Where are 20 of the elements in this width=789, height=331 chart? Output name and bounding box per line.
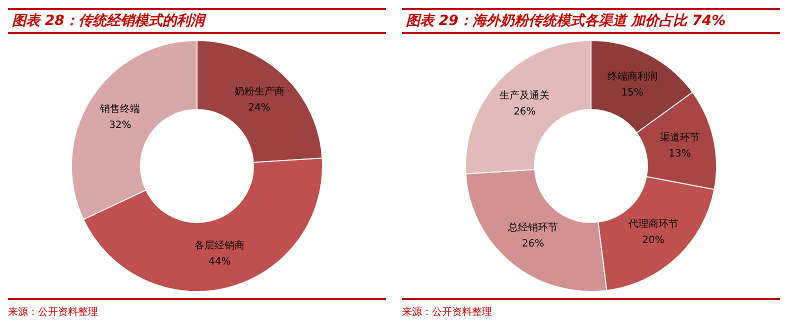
source-note: 来源：公开资料整理: [402, 306, 493, 319]
slice-label: 销售终端: [99, 102, 140, 115]
slice-label: 代理商环节: [627, 218, 678, 230]
data-label: 44%: [208, 256, 231, 268]
data-label: 24%: [248, 102, 270, 114]
data-label: 20%: [642, 234, 664, 246]
slice-label: 总经销环节: [507, 222, 558, 234]
slice-label: 渠道环节: [660, 132, 700, 144]
slice-label: 各层经销商: [194, 240, 245, 252]
chart-title: 图表 28：传统经销模式的利润: [8, 8, 386, 34]
slice-label: 终端商利润: [607, 70, 658, 83]
source-note: 来源：公开资料整理: [8, 306, 99, 319]
data-label: 32%: [109, 120, 132, 131]
chart-title: 图表 29：海外奶粉传统模式各渠道 加价占比 74%: [402, 8, 780, 34]
data-label: 26%: [522, 238, 544, 250]
data-label: 26%: [514, 106, 536, 118]
slice-label: 生产及通关: [500, 89, 550, 102]
slice-label: 奶粉生产商: [234, 85, 284, 98]
data-label: 13%: [668, 148, 691, 160]
data-label: 15%: [621, 88, 644, 99]
